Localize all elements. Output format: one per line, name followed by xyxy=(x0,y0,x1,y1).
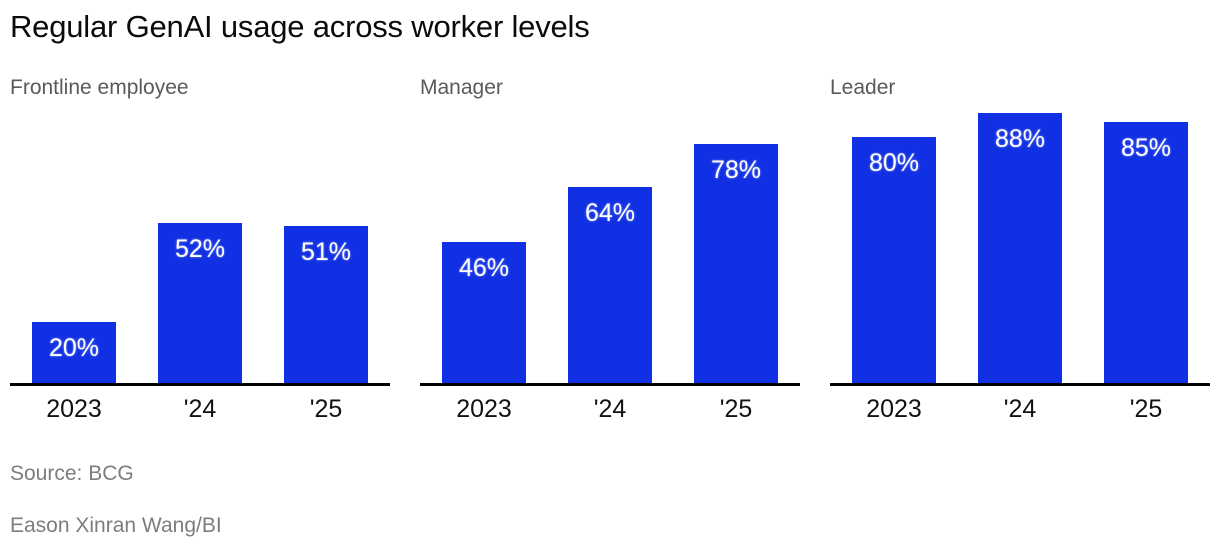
panel-leader: Leader 80% 88% 85% 2023 '24 '25 xyxy=(830,76,1210,424)
bars-area: 46% 64% 78% xyxy=(420,109,800,383)
source-credit: Source: BCG xyxy=(10,462,134,485)
x-axis-line xyxy=(10,383,390,386)
bar-frontline-2023: 20% xyxy=(32,322,116,383)
bars-area: 20% 52% 51% xyxy=(10,109,390,383)
bar-value-label: 85% xyxy=(1120,134,1172,162)
x-axis-line xyxy=(830,383,1210,386)
bar-manager-24: 64% xyxy=(568,187,652,383)
bar-value-label: 64% xyxy=(584,199,636,227)
panel-frontline-employee: Frontline employee 20% 52% 51% 2023 '24 … xyxy=(10,76,390,424)
bar-value-label: 52% xyxy=(174,235,226,263)
chart-title: Regular GenAI usage across worker levels xyxy=(10,9,590,44)
x-tick-label: 2023 xyxy=(456,395,512,423)
x-axis-line xyxy=(420,383,800,386)
bar-frontline-25: 51% xyxy=(284,226,368,383)
x-tick-label: 2023 xyxy=(46,395,102,423)
x-tick-label: '25 xyxy=(309,395,343,423)
footer: Source: BCG Eason Xinran Wang/BI xyxy=(10,462,1210,538)
bar-leader-24: 88% xyxy=(978,113,1062,383)
x-tick-label: '24 xyxy=(1003,395,1037,423)
x-axis-ticks: 2023 '24 '25 xyxy=(830,395,1210,424)
panel-title: Manager xyxy=(420,76,503,99)
bar-value-label: 20% xyxy=(48,334,100,362)
bar-value-label: 80% xyxy=(868,149,920,177)
bars-area: 80% 88% 85% xyxy=(830,109,1210,383)
x-tick-label: '24 xyxy=(183,395,217,423)
x-axis-ticks: 2023 '24 '25 xyxy=(420,395,800,424)
x-tick-label: 2023 xyxy=(866,395,922,423)
x-tick-label: '25 xyxy=(1129,395,1163,423)
author-byline: Eason Xinran Wang/BI xyxy=(10,514,222,537)
panels-row: Frontline employee 20% 52% 51% 2023 '24 … xyxy=(10,76,1210,424)
bar-value-label: 88% xyxy=(994,125,1046,153)
bar-value-label: 51% xyxy=(300,238,352,266)
bar-value-label: 78% xyxy=(710,156,762,184)
x-tick-label: '25 xyxy=(719,395,753,423)
bar-manager-25: 78% xyxy=(694,144,778,383)
x-axis-ticks: 2023 '24 '25 xyxy=(10,395,390,424)
panel-title: Frontline employee xyxy=(10,76,189,99)
bar-frontline-24: 52% xyxy=(158,223,242,383)
bar-leader-2023: 80% xyxy=(852,137,936,383)
panel-title: Leader xyxy=(830,76,896,99)
x-tick-label: '24 xyxy=(593,395,627,423)
bar-value-label: 46% xyxy=(458,254,510,282)
panel-manager: Manager 46% 64% 78% 2023 '24 '25 xyxy=(420,76,800,424)
bar-leader-25: 85% xyxy=(1104,122,1188,383)
bar-manager-2023: 46% xyxy=(442,242,526,383)
